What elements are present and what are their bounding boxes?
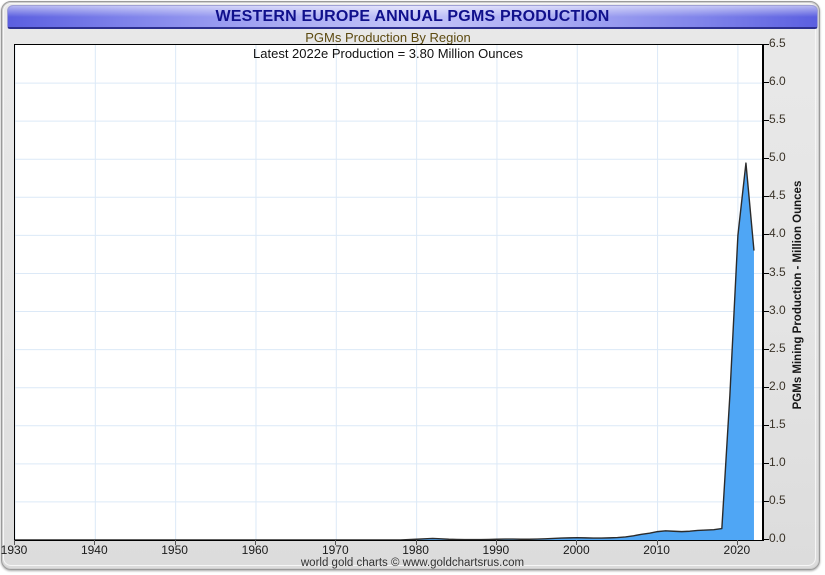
y-tick-mark <box>763 44 769 45</box>
x-tick-label: 2000 <box>562 543 590 557</box>
x-tick-mark <box>736 540 738 545</box>
x-tick-label: 1930 <box>0 543 28 557</box>
y-axis-label: PGMs Mining Production - Million Ounces <box>792 180 804 410</box>
y-tick-mark <box>763 196 769 198</box>
y-tick-label: 1.5 <box>769 416 786 431</box>
y-tick-label: 3.5 <box>769 264 786 279</box>
x-tick-mark <box>255 540 256 545</box>
window-title: WESTERN EUROPE ANNUAL PGMS PRODUCTION <box>215 8 610 25</box>
y-tick-label: 0.5 <box>769 492 786 507</box>
y-tick-label: 3.0 <box>769 302 786 317</box>
y-tick-mark <box>763 386 769 388</box>
plot-area <box>14 44 764 541</box>
y-tick-label: 4.0 <box>769 226 786 241</box>
chart-subtitle: Latest 2022e Production = 3.80 Million O… <box>253 46 523 61</box>
y-tick-mark <box>763 158 769 160</box>
y-tick-mark <box>763 272 769 274</box>
x-tick-label: 2020 <box>723 543 751 557</box>
titlebar-gloss <box>8 6 817 17</box>
x-tick-label: 1950 <box>161 543 188 557</box>
x-tick-mark <box>576 540 578 545</box>
y-tick-label: 6.0 <box>769 74 786 89</box>
x-tick-label: 1980 <box>402 543 429 557</box>
y-tick-label: 4.5 <box>769 188 786 203</box>
y-tick-mark <box>763 500 769 502</box>
y-tick-mark <box>763 348 769 350</box>
footer-credit: world gold charts © www.goldchartsrus.co… <box>300 557 525 569</box>
x-tick-mark <box>335 540 337 545</box>
y-tick-mark <box>763 462 769 464</box>
x-tick-label: 1970 <box>321 543 349 557</box>
y-tick-label: 1.0 <box>769 454 786 469</box>
y-tick-mark <box>763 310 769 312</box>
y-tick-mark <box>763 120 769 122</box>
y-tick-label: 6.5 <box>769 36 786 50</box>
y-tick-mark <box>763 234 769 236</box>
series-area <box>15 162 755 540</box>
y-tick-label: 2.0 <box>769 378 786 393</box>
y-tick-mark <box>763 539 769 540</box>
x-tick-mark <box>495 540 497 545</box>
y-tick-label: 0.0 <box>769 531 786 545</box>
y-tick-label: 5.5 <box>769 112 786 127</box>
y-tick-label: 5.0 <box>769 150 786 165</box>
x-tick-mark <box>415 540 417 545</box>
x-tick-mark <box>14 540 15 545</box>
window-titlebar: WESTERN EUROPE ANNUAL PGMS PRODUCTION <box>7 5 818 29</box>
x-tick-mark <box>94 540 96 545</box>
y-tick-mark <box>763 424 769 426</box>
x-tick-mark <box>174 540 176 545</box>
x-tick-label: 2010 <box>643 543 670 557</box>
x-tick-label: 1940 <box>80 543 108 557</box>
y-tick-label: 2.5 <box>769 340 786 355</box>
y-tick-mark <box>763 82 769 84</box>
x-tick-label: 1960 <box>241 543 269 557</box>
grid-lines <box>15 45 762 540</box>
x-tick-mark <box>656 540 658 545</box>
y-axis-label-wrap: PGMs Mining Production - Million Ounces <box>790 170 806 420</box>
x-tick-label: 1990 <box>482 543 510 557</box>
plot-canvas <box>15 45 762 540</box>
chart-title: PGMs Production By Region <box>305 30 471 45</box>
